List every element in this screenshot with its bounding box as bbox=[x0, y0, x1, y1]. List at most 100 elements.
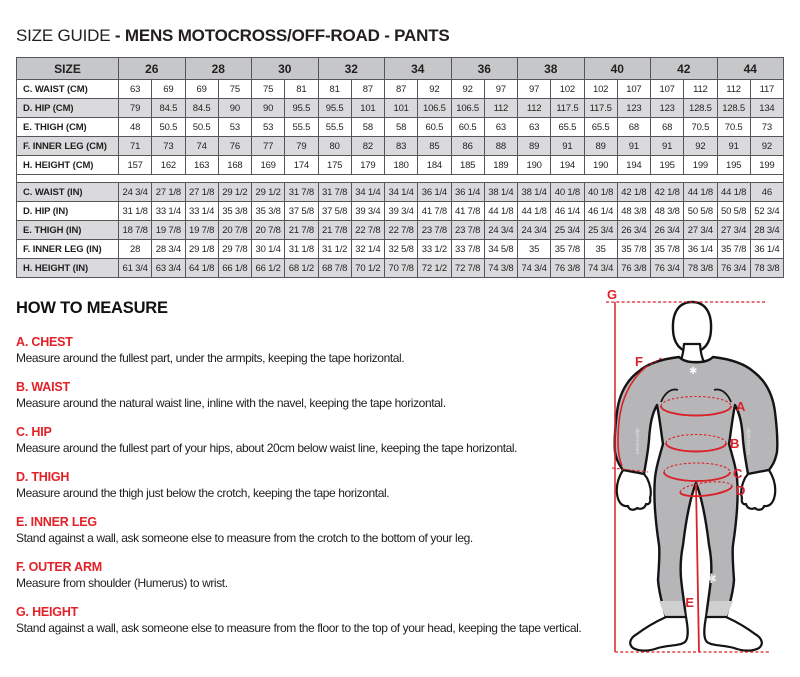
size-cell: 92 bbox=[450, 79, 485, 99]
outer-arm-tick-top bbox=[645, 356, 664, 368]
size-cell: 35 bbox=[583, 239, 618, 259]
size-cell: 185 bbox=[450, 155, 485, 175]
size-cell: 75 bbox=[250, 79, 286, 99]
size-cell: 29 1/2 bbox=[217, 182, 253, 202]
measure-item-text: Measure from shoulder (Humerus) to wrist… bbox=[16, 576, 228, 590]
brand-logo-thigh: ✱ bbox=[706, 571, 717, 586]
size-cell: 76 3/8 bbox=[616, 258, 652, 278]
brand-text-left-forearm: alpinestars bbox=[634, 428, 640, 455]
figure-ankle-cuff-left bbox=[659, 601, 685, 616]
figure-chest-line-left bbox=[660, 388, 679, 403]
size-column-header-32: 32 bbox=[317, 57, 385, 80]
size-cell: 38 1/4 bbox=[516, 182, 552, 202]
size-column-header-40: 40 bbox=[583, 57, 651, 80]
measure-item-list: A. CHEST Measure around the fullest part,… bbox=[16, 335, 616, 636]
row-label: H. HEIGHT (CM) bbox=[16, 155, 119, 175]
size-cell: 117.5 bbox=[550, 98, 585, 118]
table-row: F. INNER LEG (CM) 71 73 74 76 77 79 80 82 83 85 86 8… bbox=[16, 136, 785, 156]
figure-hand-left bbox=[615, 468, 652, 511]
how-to-measure-heading: HOW TO MEASURE bbox=[16, 299, 168, 317]
size-cell: 22 7/8 bbox=[383, 220, 419, 240]
page-title-main: - MENS MOTOCROSS/OFF-ROAD - PANTS bbox=[110, 26, 450, 45]
size-cell: 53 bbox=[250, 117, 286, 137]
size-cell: 194 bbox=[550, 155, 585, 175]
size-cell: 55.5 bbox=[317, 117, 352, 137]
waist-measure-ellipse-dashed bbox=[665, 433, 727, 444]
size-cell: 36 1/4 bbox=[683, 239, 718, 259]
size-cell: 25 3/4 bbox=[583, 220, 618, 240]
size-cell: 58 bbox=[350, 117, 386, 137]
size-cell: 190 bbox=[516, 155, 552, 175]
size-cell: 107 bbox=[616, 79, 652, 99]
table-row: E. THIGH (CM) 48 50.5 50.5 53 53 55.5 55.5 58 58 6… bbox=[16, 117, 785, 137]
size-cell: 61 3/4 bbox=[117, 258, 153, 278]
size-cell: 106.5 bbox=[417, 98, 452, 118]
size-cell: 195 bbox=[716, 155, 751, 175]
size-column-header-36: 36 bbox=[450, 57, 518, 80]
diagram-label-g: G bbox=[607, 287, 617, 302]
size-cell: 50 5/8 bbox=[716, 201, 751, 221]
size-cell: 55.5 bbox=[284, 117, 319, 137]
size-cell: 28 3/4 bbox=[749, 220, 785, 240]
size-cell: 35 7/8 bbox=[616, 239, 652, 259]
size-cell: 46 bbox=[749, 182, 785, 202]
size-cell: 28 3/4 bbox=[151, 239, 186, 259]
size-cell: 112 bbox=[716, 79, 751, 99]
size-cell: 63 bbox=[516, 117, 552, 137]
size-cell: 68 bbox=[649, 117, 685, 137]
hip-measure-ellipse bbox=[663, 471, 731, 482]
size-cell: 44 1/8 bbox=[483, 201, 519, 221]
table-row: F. INNER LEG (IN) 28 28 3/4 29 1/8 29 7/8 30 … bbox=[16, 239, 785, 259]
row-label: C. WAIST (IN) bbox=[16, 182, 119, 202]
diagram-label-d: D bbox=[736, 483, 745, 498]
figure-ankle-cuff-right bbox=[707, 601, 733, 616]
size-table-body: C. WAIST (CM) 63 69 69 75 75 81 81 87 87 92 92 97 97 1… bbox=[16, 79, 785, 278]
size-cell: 92 bbox=[683, 136, 718, 156]
row-label: H. HEIGHT (IN) bbox=[16, 258, 119, 278]
size-cell: 97 bbox=[516, 79, 552, 99]
size-cell: 71 bbox=[117, 136, 153, 156]
size-cell: 189 bbox=[483, 155, 519, 175]
row-label: D. HIP (CM) bbox=[16, 98, 119, 118]
size-cell: 179 bbox=[350, 155, 386, 175]
size-cell: 32 5/8 bbox=[383, 239, 419, 259]
hip-measure-ellipse-dashed bbox=[663, 462, 731, 473]
size-cell: 41 7/8 bbox=[417, 201, 452, 221]
size-cell: 39 3/4 bbox=[350, 201, 386, 221]
size-cell: 37 5/8 bbox=[317, 201, 352, 221]
size-cell: 101 bbox=[350, 98, 386, 118]
measure-item: G. HEIGHT Stand against a wall, ask someo… bbox=[16, 605, 616, 636]
size-cell: 92 bbox=[417, 79, 452, 99]
size-column-header-28: 28 bbox=[184, 57, 252, 80]
outer-arm-measure-curve bbox=[617, 366, 647, 467]
size-cell: 66 1/2 bbox=[250, 258, 286, 278]
size-cell: 19 7/8 bbox=[184, 220, 219, 240]
measure-item-text: Stand against a wall, ask someone else t… bbox=[16, 531, 473, 545]
size-cell: 134 bbox=[749, 98, 785, 118]
how-to-measure-section: HOW TO MEASURE A. CHEST Measure around th… bbox=[16, 299, 616, 650]
measure-item-text: Measure around the fullest part of your … bbox=[16, 441, 518, 455]
measure-item-label: C. HIP bbox=[16, 425, 52, 439]
separator-cell bbox=[16, 174, 784, 183]
size-cell: 72 7/8 bbox=[450, 258, 485, 278]
table-row: C. WAIST (CM) 63 69 69 75 75 81 81 87 87 92 92 97 97 1… bbox=[16, 79, 785, 99]
size-cell: 128.5 bbox=[716, 98, 751, 118]
diagram-label-f: F bbox=[635, 354, 643, 369]
size-cell: 74 bbox=[184, 136, 219, 156]
size-cell: 163 bbox=[184, 155, 219, 175]
brand-text-right-forearm: alpinestars bbox=[745, 428, 751, 455]
size-column-header-38: 38 bbox=[517, 57, 585, 80]
size-cell: 68 1/2 bbox=[284, 258, 319, 278]
size-cell: 68 bbox=[616, 117, 652, 137]
size-cell: 34 1/4 bbox=[383, 182, 419, 202]
size-cell: 86 bbox=[450, 136, 485, 156]
size-cell: 66 1/8 bbox=[217, 258, 253, 278]
size-cell: 107 bbox=[649, 79, 685, 99]
size-cell: 78 3/8 bbox=[683, 258, 718, 278]
size-cell: 75 bbox=[217, 79, 253, 99]
size-cell: 184 bbox=[417, 155, 452, 175]
size-cell: 106.5 bbox=[450, 98, 485, 118]
size-cell: 89 bbox=[583, 136, 618, 156]
row-label: C. WAIST (CM) bbox=[16, 79, 119, 99]
size-cell: 36 1/4 bbox=[417, 182, 452, 202]
